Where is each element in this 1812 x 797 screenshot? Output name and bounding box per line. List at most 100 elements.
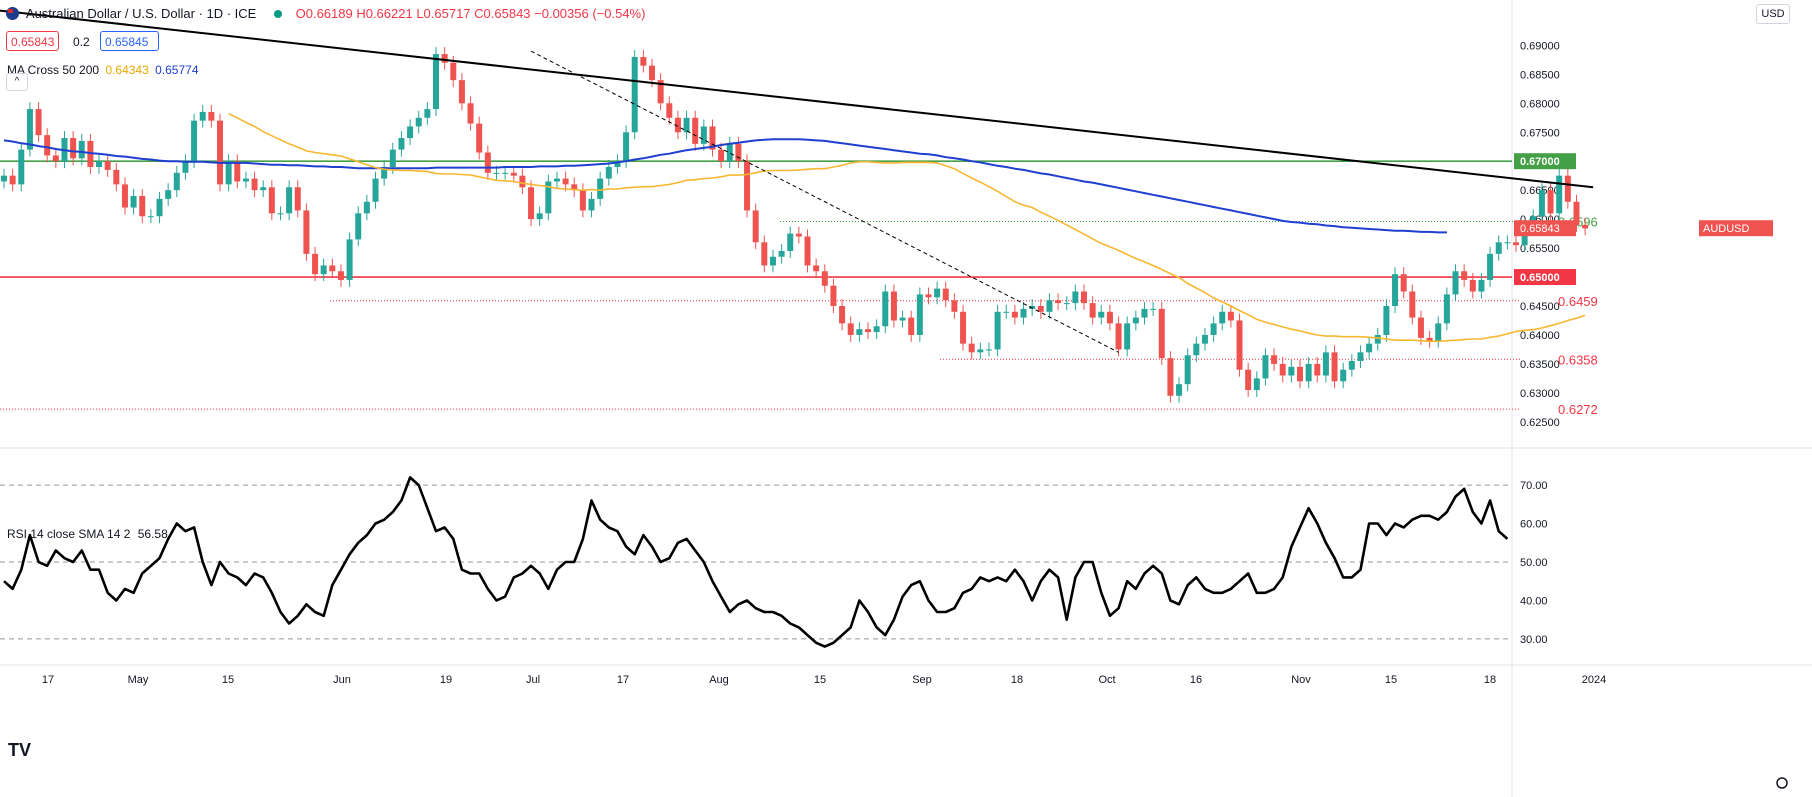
level-axis-label: 0.65000 [1520,272,1560,284]
candle-body [1201,334,1208,344]
candle-body [1297,366,1303,382]
candle-body [1,175,7,182]
price-tick-label: 0.64000 [1520,330,1560,342]
candle-body [329,265,336,272]
candle-body [916,294,923,335]
candle-body [1098,311,1105,318]
candle-body [1210,323,1217,335]
price-tick-label: 0.63000 [1520,388,1560,400]
candle-body [1124,323,1131,350]
rsi-legend[interactable]: RSI 14 close SMA 14 2 56.58 [7,527,168,541]
candle-body [873,326,880,333]
candle-body [199,111,206,121]
candle-body [1366,343,1373,353]
candle-body [70,138,77,159]
candle-body [562,178,569,185]
symbol-title[interactable]: Australian Dollar / U.S. Dollar · 1D · I… [25,6,257,21]
candle-body [484,152,491,173]
candle-body [260,187,267,191]
candle-body [1081,291,1087,304]
candle-body [908,317,915,335]
candle-body [1055,300,1062,304]
candle-body [502,172,509,174]
candle-body [925,294,932,298]
candle-body [355,213,362,240]
time-tick-label: 17 [42,674,54,686]
candle-body [1331,352,1338,382]
candle-body [242,178,249,182]
candle-body [1271,355,1278,364]
price-tick-label: 0.63500 [1520,359,1560,371]
candle-body [1184,355,1191,385]
candle-body [1495,242,1502,254]
rsi-line [3,476,1509,648]
chevron-up-icon[interactable]: ^ [6,73,28,91]
candle-body [1348,361,1355,370]
candle-body [165,190,172,199]
candle-body [700,126,707,144]
candle-body [579,190,586,211]
rsi-value: 56.58 [137,527,168,541]
time-tick-label: Aug [709,674,729,686]
candle-body [623,132,630,162]
candle-body [1262,355,1269,379]
candle-body [147,216,154,218]
candle-body [968,343,975,353]
candle-body [337,271,344,280]
candle-body [294,187,301,211]
ma200-line [3,138,1447,234]
candle-body [856,329,863,335]
candle-body [726,143,733,162]
ma200-value: 0.65774 [155,63,199,77]
candle-body [1158,308,1165,359]
candle-body [1176,384,1183,396]
candle-body [1564,175,1571,202]
rsi-tick-label: 40.00 [1520,595,1548,607]
time-tick-label: 15 [222,674,234,686]
candle-body [804,236,811,266]
candle-body [173,172,180,191]
currency-button[interactable]: USD [1756,4,1790,24]
candle-body [1521,227,1528,246]
candle-body [234,161,241,182]
buy-price-box[interactable]: 0.65845 [100,31,159,51]
price-tick-label: 0.69000 [1520,40,1560,52]
candle-body [752,210,759,243]
candle-body [553,178,560,182]
candle-body [795,233,802,237]
candle-body [865,329,871,333]
ma50-line [228,112,1586,343]
candle-body [1020,308,1027,318]
candle-body [1409,291,1416,318]
candle-body [450,62,457,81]
sell-price-box[interactable]: 0.65843 [6,31,59,51]
gear-icon [1776,777,1788,789]
candle-body [1452,271,1459,295]
candle-body [407,126,414,139]
candle-body [942,288,949,301]
indicator-legend[interactable]: MA Cross 50 200 0.64343 0.65774 [7,63,199,77]
candle-body [709,126,716,150]
candle-body [1556,175,1563,214]
candle-body [78,140,85,159]
candle-body [381,167,388,179]
candle-body [666,103,673,118]
candle-body [1132,317,1139,324]
time-tick-label: 15 [814,674,826,686]
candle-body [363,201,370,214]
candle-body [994,311,1001,350]
time-tick-label: 18 [1011,674,1023,686]
time-tick-label: Sep [912,674,932,686]
rsi-label: RSI 14 close SMA 14 2 [7,527,131,541]
candle-body [346,239,353,280]
candle-body [813,265,820,272]
candle-body [415,117,422,127]
last-price-label: 0.65843 [1520,223,1560,235]
candle-body [121,184,128,208]
candle-body [1443,294,1450,324]
candle-body [649,65,655,81]
candle-body [761,242,768,266]
candle-body [847,323,854,335]
candle-body [1426,337,1433,341]
